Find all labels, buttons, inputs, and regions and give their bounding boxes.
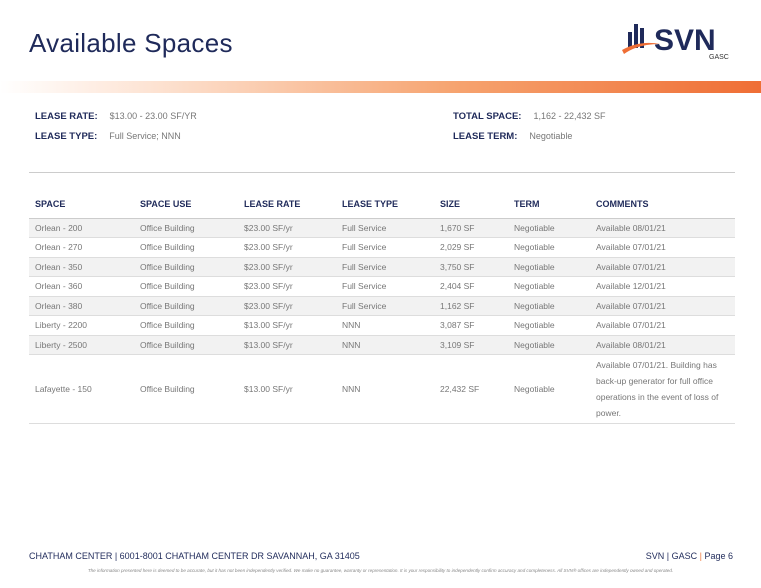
table-cell: Orlean - 200 (29, 218, 134, 238)
column-header: LEASE TYPE (336, 196, 434, 219)
accent-bar (0, 81, 761, 93)
table-cell: Full Service (336, 237, 434, 258)
table-cell: Negotiable (508, 296, 590, 316)
table-cell: NNN (336, 315, 434, 336)
table-row: Lafayette - 150 Office Building $13.00 SF/… (29, 354, 735, 424)
table-cell: $23.00 SF/yr (238, 276, 336, 297)
table-cell: 3,750 SF (434, 257, 508, 277)
table-row: Orlean - 380 Office Building $23.00 SF/yr F… (29, 296, 735, 316)
table-cell: 1,162 SF (434, 296, 508, 316)
table-cell: NNN (336, 335, 434, 355)
table-cell: Lafayette - 150 (29, 354, 134, 424)
table-cell: Office Building (134, 218, 238, 238)
svn-logo: SVN (622, 24, 716, 57)
table-row: Liberty - 2200 Office Building $13.00 SF/y… (29, 315, 735, 336)
table-cell: NNN (336, 354, 434, 424)
page-title: Available Spaces (29, 28, 233, 58)
table-cell: Available 08/01/21 (590, 218, 735, 238)
table-cell: $13.00 SF/yr (238, 335, 336, 355)
table-cell: Office Building (134, 315, 238, 336)
table-cell: $13.00 SF/yr (238, 315, 336, 336)
column-header: COMMENTS (590, 196, 735, 219)
table-row: Orlean - 270 Office Building $23.00 SF/yr F… (29, 237, 735, 258)
table-cell: Orlean - 360 (29, 276, 134, 297)
table-cell: Negotiable (508, 315, 590, 336)
table-cell: Orlean - 270 (29, 237, 134, 258)
table-cell: Negotiable (508, 237, 590, 258)
table-cell: Negotiable (508, 335, 590, 355)
table-cell: 3,087 SF (434, 315, 508, 336)
table-cell: Office Building (134, 354, 238, 424)
spaces-table: SPACE SPACE USE LEASE RATE LEASE TYPE SIZE TE… (29, 196, 735, 424)
table-row: Liberty - 2500 Office Building $13.00 SF/y… (29, 335, 735, 355)
table-cell: $23.00 SF/yr (238, 237, 336, 258)
table-cell: Liberty - 2500 (29, 335, 134, 355)
table-cell: Full Service (336, 218, 434, 238)
table-cell: $23.00 SF/yr (238, 218, 336, 238)
logo-subtitle: GASC (709, 54, 729, 61)
table-cell: Orlean - 380 (29, 296, 134, 316)
column-header: SPACE (29, 196, 134, 219)
table-cell: Full Service (336, 296, 434, 316)
svg-text:SVN: SVN (654, 24, 716, 57)
table-cell: Available 07/01/21 (590, 257, 735, 277)
total-space: TOTAL SPACE: 1,162 - 22,432 SF (453, 111, 606, 122)
footer-address: CHATHAM CENTER | 6001-8001 CHATHAM CENTE… (29, 551, 360, 561)
table-cell: Available 07/01/21 (590, 296, 735, 316)
table-cell: $23.00 SF/yr (238, 296, 336, 316)
table-row: Orlean - 200 Office Building $23.00 SF/yr F… (29, 218, 735, 238)
table-cell: $23.00 SF/yr (238, 257, 336, 277)
table-cell: Available 08/01/21 (590, 335, 735, 355)
column-header: SIZE (434, 196, 508, 219)
table-cell: Full Service (336, 276, 434, 297)
table-cell: Office Building (134, 296, 238, 316)
table-cell: Office Building (134, 276, 238, 297)
table-row: Orlean - 360 Office Building $23.00 SF/yr F… (29, 276, 735, 297)
column-header: SPACE USE (134, 196, 238, 219)
table-row: Orlean - 350 Office Building $23.00 SF/yr F… (29, 257, 735, 277)
lease-rate: LEASE RATE: $13.00 - 23.00 SF/YR (35, 111, 197, 122)
table-cell: Office Building (134, 257, 238, 277)
divider (29, 172, 735, 173)
table-cell: Office Building (134, 237, 238, 258)
table-cell: 2,029 SF (434, 237, 508, 258)
lease-type: LEASE TYPE: Full Service; NNN (35, 131, 181, 142)
table-cell: 3,109 SF (434, 335, 508, 355)
column-header: LEASE RATE (238, 196, 336, 219)
table-cell: Negotiable (508, 276, 590, 297)
table-cell: 1,670 SF (434, 218, 508, 238)
table-cell: Available 07/01/21. Building has back-up… (590, 354, 735, 424)
table-cell: Negotiable (508, 354, 590, 424)
table-cell: Full Service (336, 257, 434, 277)
column-header: TERM (508, 196, 590, 219)
disclaimer: The information presented here is deemed… (87, 568, 674, 573)
table-cell: $13.00 SF/yr (238, 354, 336, 424)
table-cell: Negotiable (508, 218, 590, 238)
table-cell: Available 12/01/21 (590, 276, 735, 297)
table-cell: Available 07/01/21 (590, 315, 735, 336)
table-cell: Available 07/01/21 (590, 237, 735, 258)
lease-term: LEASE TERM: Negotiable (453, 131, 573, 142)
table-cell: 22,432 SF (434, 354, 508, 424)
table-cell: Orlean - 350 (29, 257, 134, 277)
table-cell: Negotiable (508, 257, 590, 277)
table-cell: 2,404 SF (434, 276, 508, 297)
footer-page: SVN | GASC | Page 6 (645, 551, 733, 561)
table-cell: Liberty - 2200 (29, 315, 134, 336)
table-cell: Office Building (134, 335, 238, 355)
